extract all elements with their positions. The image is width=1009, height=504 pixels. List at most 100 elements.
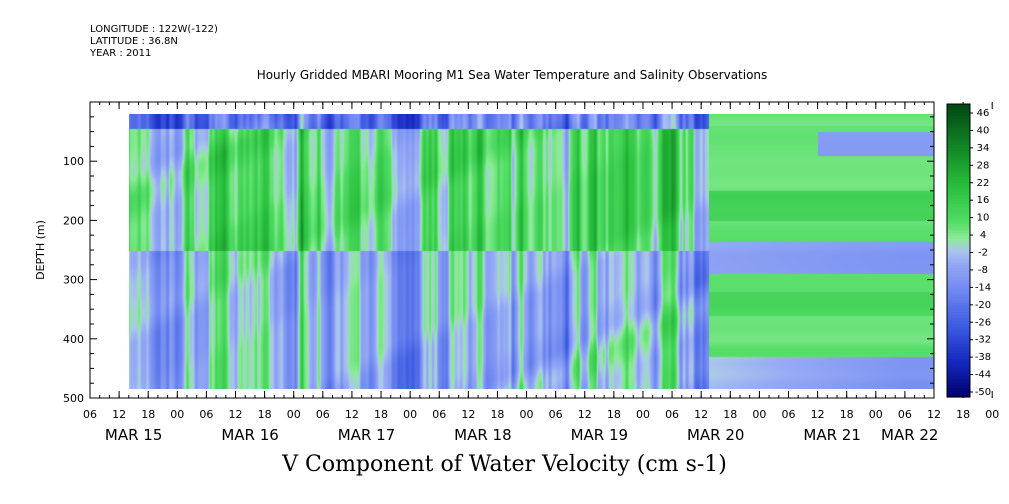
colorbar-segment <box>947 238 970 243</box>
colorbar-segment <box>947 139 970 143</box>
x-hour-label: 18 <box>141 408 155 421</box>
colorbar-segment <box>947 203 970 208</box>
colorbar-segment <box>947 391 970 395</box>
colorbar-segment <box>947 229 970 234</box>
colorbar-segment <box>947 171 970 175</box>
x-hour-label: 18 <box>607 408 621 421</box>
x-hour-label: 12 <box>811 408 825 421</box>
colorbar-label: 40 <box>977 125 990 136</box>
colorbar-segment <box>947 109 970 114</box>
colorbar-segment <box>947 124 970 129</box>
colorbar-segment <box>947 326 970 331</box>
colorbar-segment <box>947 332 970 337</box>
colorbar-segment <box>947 156 970 161</box>
colorbar-segment <box>947 335 970 339</box>
x-hour-label: 12 <box>927 408 941 421</box>
colorbar-segment <box>947 317 970 322</box>
x-hour-label: 12 <box>229 408 243 421</box>
x-hour-label: 12 <box>112 408 126 421</box>
colorbar-segment <box>947 106 970 111</box>
y-tick-label: 500 <box>63 392 84 405</box>
colorbar-segment <box>947 312 970 316</box>
y-tick-label: 300 <box>63 274 84 287</box>
colorbar-segment <box>947 142 970 146</box>
colorbar-segment <box>947 309 970 313</box>
colorbar-segment <box>947 136 970 140</box>
colorbar-segment <box>947 115 970 120</box>
colorbar-segment <box>947 288 970 293</box>
colorbar-segment <box>947 168 970 172</box>
colorbar-segment <box>947 191 970 196</box>
colorbar-segment <box>947 227 970 231</box>
colorbar-segment <box>947 194 970 199</box>
colorbar-segment <box>947 145 970 149</box>
x-hour-label: 00 <box>170 408 184 421</box>
latitude-label: LATITUDE : 36.8N <box>90 36 178 47</box>
colorbar-segment <box>947 177 970 181</box>
x-hour-label: 06 <box>898 408 912 421</box>
colorbar-segment <box>947 221 970 225</box>
colorbar-segment <box>947 373 970 378</box>
colorbar-segment <box>947 355 970 360</box>
colorbar-segment <box>947 250 970 255</box>
x-hour-label: 00 <box>752 408 766 421</box>
colorbar-segment <box>947 376 970 381</box>
x-date-label: MAR 21 <box>803 426 860 444</box>
x-hour-label: 18 <box>258 408 272 421</box>
colorbar-label: -14 <box>975 282 991 293</box>
x-date-label: MAR 20 <box>687 426 744 444</box>
year-label: YEAR : 2011 <box>90 48 152 59</box>
colorbar-label: 10 <box>977 213 990 224</box>
colorbar-segment <box>947 159 970 164</box>
colorbar-segment <box>947 320 970 325</box>
colorbar-segment <box>947 388 970 392</box>
colorbar-label: -38 <box>975 352 991 363</box>
colorbar-label: -2 <box>978 248 988 259</box>
colorbar-segment <box>947 127 970 131</box>
y-tick-label: 200 <box>63 214 84 227</box>
x-date-label: MAR 22 <box>881 426 938 444</box>
colorbar-segment <box>947 121 970 126</box>
colorbar-segment <box>947 200 970 205</box>
colorbar-segment <box>947 224 970 228</box>
colorbar-segment <box>947 241 970 246</box>
colorbar-label: 46 <box>977 108 990 119</box>
colorbar-segment <box>947 347 970 351</box>
colorbar-segment <box>947 244 970 249</box>
colorbar-segment <box>947 323 970 328</box>
metadata-block: LONGITUDE : 122W(-122) LATITUDE : 36.8N … <box>90 24 218 60</box>
x-hour-label: 18 <box>840 408 854 421</box>
x-hour-label: 06 <box>665 408 679 421</box>
x-hour-label: 06 <box>316 408 330 421</box>
colorbar-segment <box>947 162 970 167</box>
colorbar-label: -20 <box>975 300 991 311</box>
colorbar-segment <box>947 344 970 348</box>
plot-title: Hourly Gridded MBARI Mooring M1 Sea Wate… <box>256 68 768 82</box>
colorbar-label: -44 <box>975 370 991 381</box>
colorbar-segment <box>947 183 970 187</box>
colorbar-segment <box>947 256 970 260</box>
colorbar-segment <box>947 282 970 287</box>
x-hour-label: 12 <box>694 408 708 421</box>
x-hour-label: 06 <box>549 408 563 421</box>
colorbar-label: 22 <box>977 178 990 189</box>
colorbar-segment <box>947 215 970 219</box>
variable-title: V Component of Water Velocity (cm s-1) <box>282 452 727 477</box>
x-hour-label: 00 <box>985 408 999 421</box>
x-hour-label: 00 <box>520 408 534 421</box>
colorbar-segment <box>947 271 970 275</box>
x-hour-label: 00 <box>869 408 883 421</box>
x-hour-label: 18 <box>490 408 504 421</box>
x-date-label: MAR 17 <box>338 426 395 444</box>
colorbar-segment <box>947 212 970 216</box>
colorbar-label: 28 <box>977 160 990 171</box>
colorbar-label: 16 <box>977 195 990 206</box>
colorbar-segment <box>947 188 970 193</box>
colorbar-segment <box>947 133 970 137</box>
colorbar-segment <box>947 153 970 158</box>
colorbar-segment <box>947 150 970 155</box>
colorbar-label: -8 <box>978 265 988 276</box>
x-hour-label: 00 <box>287 408 301 421</box>
colorbar-segment <box>947 341 970 345</box>
colorbar-segment <box>947 104 970 108</box>
